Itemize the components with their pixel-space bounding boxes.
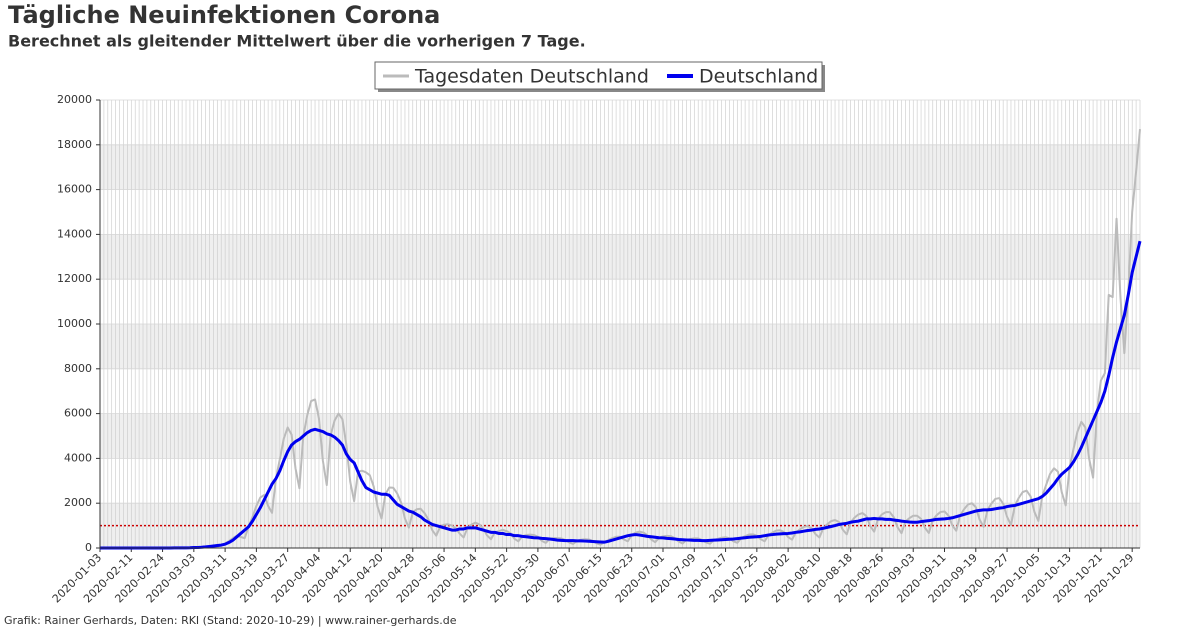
y-tick-label: 8000	[64, 362, 92, 375]
y-tick-label: 16000	[57, 183, 92, 196]
legend-label: Tagesdaten Deutschland	[414, 66, 649, 88]
y-tick-label: 10000	[57, 317, 92, 330]
legend: Tagesdaten Deutschland Deutschland	[374, 61, 825, 92]
y-tick-label: 12000	[57, 272, 92, 285]
y-tick-label: 20000	[57, 93, 92, 106]
y-tick-label: 4000	[64, 451, 92, 464]
y-tick-label: 0	[85, 541, 92, 554]
chart-subtitle: Berechnet als gleitender Mittelwert über…	[8, 32, 586, 51]
footer: Grafik: Rainer Gerhards, Daten: RKI (Sta…	[4, 614, 457, 627]
y-tick-label: 14000	[57, 227, 92, 240]
series-line	[100, 240, 1142, 550]
y-tick-label: 18000	[57, 138, 92, 151]
legend-box	[374, 61, 823, 90]
y-tick-label: 6000	[64, 407, 92, 420]
legend-label: Deutschland	[699, 66, 818, 88]
y-tick-label: 2000	[64, 496, 92, 509]
chart-title: Tägliche Neuinfektionen Corona	[8, 1, 440, 29]
plot-area: 0 2000 4000 6000 8000 10000 12000 14000 16000 180…	[50, 93, 1142, 605]
